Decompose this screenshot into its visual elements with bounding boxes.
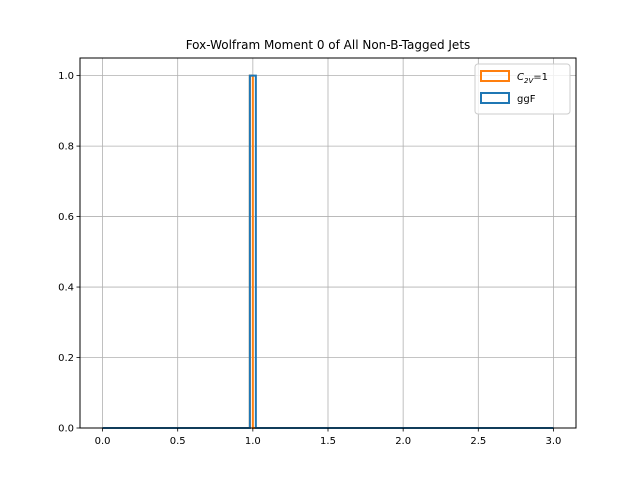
x-axis: 0.0 0.5 1.0 1.5 2.0 2.5 3.0 xyxy=(95,428,562,447)
legend-swatch-2 xyxy=(480,92,510,104)
legend-label-1: C2V=1 xyxy=(517,72,548,85)
x-tick-label: 1.5 xyxy=(320,436,336,447)
chart-title: Fox-Wolfram Moment 0 of All Non-B-Tagged… xyxy=(186,38,471,52)
y-tick-label: 0.6 xyxy=(58,212,74,223)
y-axis: 0.0 0.2 0.4 0.6 0.8 1.0 xyxy=(58,71,80,435)
legend-swatch-1 xyxy=(480,70,510,82)
y-tick-label: 1.0 xyxy=(58,71,74,82)
x-tick-label: 0.5 xyxy=(170,436,186,447)
x-tick-label: 3.0 xyxy=(546,436,562,447)
x-tick-label: 2.5 xyxy=(470,436,486,447)
y-tick-label: 0.4 xyxy=(58,283,74,294)
x-tick-label: 2.0 xyxy=(395,436,411,447)
x-tick-label: 1.0 xyxy=(245,436,261,447)
x-tick-label: 0.0 xyxy=(95,436,111,447)
legend-box xyxy=(474,63,571,115)
y-tick-label: 0.0 xyxy=(58,424,74,435)
legend: C2V=1 ggF xyxy=(474,63,571,115)
y-tick-label: 0.8 xyxy=(58,142,74,153)
legend-label-2: ggF xyxy=(517,94,536,105)
y-tick-label: 0.2 xyxy=(58,353,74,364)
